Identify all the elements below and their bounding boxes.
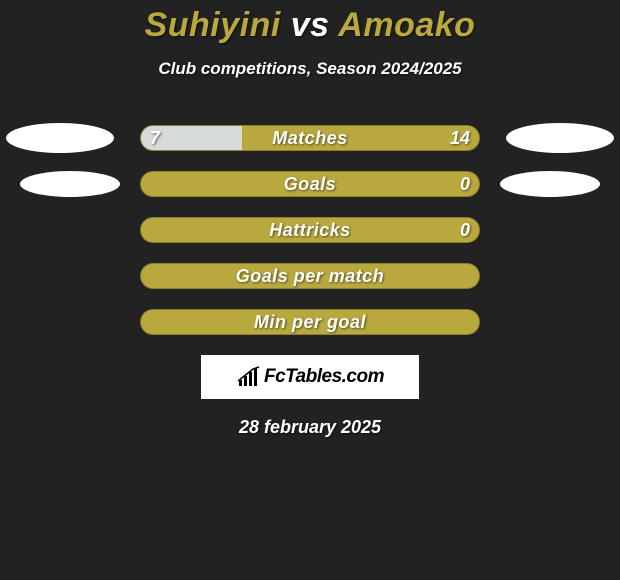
stat-row: Goals per match bbox=[0, 263, 620, 289]
stat-label: Hattricks bbox=[141, 218, 479, 242]
stat-row: Hattricks0 bbox=[0, 217, 620, 243]
subtitle: Club competitions, Season 2024/2025 bbox=[0, 59, 620, 79]
bar-track: Goals bbox=[140, 171, 480, 197]
stat-row: Goals0 bbox=[0, 171, 620, 197]
stat-label: Goals per match bbox=[141, 264, 479, 288]
stat-row: Matches7 14 bbox=[0, 125, 620, 151]
chart-icon bbox=[236, 366, 262, 388]
bar-track: Goals per match bbox=[140, 263, 480, 289]
bar-track: Hattricks bbox=[140, 217, 480, 243]
bar-track: Min per goal bbox=[140, 309, 480, 335]
logo-box: FcTables.com bbox=[201, 355, 419, 399]
player2-badge bbox=[506, 123, 614, 153]
player1-name: Suhiyini bbox=[145, 6, 281, 44]
stat-right-value: 0 bbox=[460, 217, 470, 243]
stat-label: Matches bbox=[141, 126, 479, 150]
stat-left-value: 7 bbox=[150, 125, 160, 151]
stats-rows: Matches714Goals0Hattricks0Goals per matc… bbox=[0, 125, 620, 335]
vs-text: vs bbox=[291, 6, 330, 44]
page-title: Suhiyini vs Amoako bbox=[0, 0, 620, 45]
date-text: 28 february 2025 bbox=[0, 417, 620, 438]
stat-label: Goals bbox=[141, 172, 479, 196]
player1-badge bbox=[20, 171, 120, 197]
stat-label: Min per goal bbox=[141, 310, 479, 334]
stat-row: Min per goal bbox=[0, 309, 620, 335]
stat-right-value: 14 bbox=[450, 125, 470, 151]
player2-name: Amoako bbox=[338, 6, 475, 44]
bar-track: Matches bbox=[140, 125, 480, 151]
player2-badge bbox=[500, 171, 600, 197]
logo-text: FcTables.com bbox=[264, 366, 384, 388]
stat-right-value: 0 bbox=[460, 171, 470, 197]
player1-badge bbox=[6, 123, 114, 153]
